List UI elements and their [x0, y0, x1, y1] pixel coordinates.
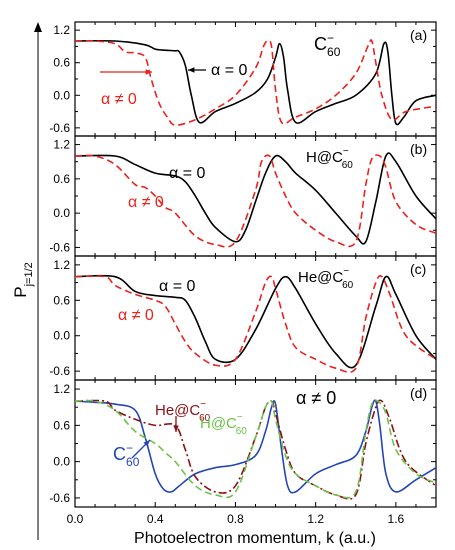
y-axis-label-main: P [11, 286, 30, 297]
x-tick-label: 0.8 [227, 512, 244, 526]
panel-d: 1.20.60.0-0.60.0 0.4 0.8 1.2 1.6(d)α ≠ 0C− 60… [49, 379, 437, 526]
series-line-1 [75, 274, 436, 374]
species-label: C− 60 [314, 31, 341, 59]
curve-annotation: α ≠ 0 [118, 307, 154, 324]
species-label: H@C− 60 [306, 146, 353, 171]
y-tick-label: 1.2 [53, 382, 70, 396]
panel-letter: (c) [410, 261, 426, 277]
series-label: C− 60 [113, 441, 140, 469]
species-label-charge: − [343, 146, 349, 157]
curve-annotation: α = 0 [169, 165, 205, 182]
y-tick-label: 1.2 [53, 138, 70, 152]
y-tick-label: 0.6 [53, 418, 70, 432]
y-tick-label: -0.6 [49, 240, 70, 254]
species-label-base: C [314, 34, 327, 54]
panel-letter: (b) [410, 141, 427, 157]
species-label-base: He@C [298, 269, 343, 286]
curve-annotation: α ≠ 0 [128, 194, 164, 211]
series-label-subscript: 60 [126, 455, 140, 469]
x-tick-label: 1.2 [307, 512, 324, 526]
y-tick-label: -0.6 [49, 491, 70, 505]
panel-a: 1.2 0.6 0.0 -0.6 (a) C− 60 α = 0 α ≠ 0 [49, 21, 437, 137]
series-label-charge: − [126, 441, 133, 455]
y-tick-label: 0.6 [53, 172, 70, 186]
series-line-0 [75, 152, 436, 245]
panel-letter: (a) [410, 27, 427, 43]
x-tick-label: 0.4 [147, 512, 164, 526]
species-label-subscript: 60 [342, 280, 354, 291]
series-label-charge: − [237, 412, 243, 423]
series-line-0 [75, 399, 436, 494]
pointer-arrow-0-head [143, 440, 150, 447]
y-tick-label: 1.2 [53, 23, 70, 37]
y-tick-label: 0.6 [53, 293, 70, 307]
panels: 1.20.60.0-0.6(a)C− 60α = 0α ≠ 01.20.60.0-… [49, 21, 437, 526]
panel-letter: (d) [410, 385, 427, 401]
species-label-charge: − [343, 266, 349, 277]
panel-frame [74, 21, 437, 137]
y-tick-label: 0.0 [53, 88, 70, 102]
y-tick-label: 0.0 [53, 206, 70, 220]
species-label-base: H@C [306, 149, 343, 166]
x-tick-label: 0.0 [67, 512, 84, 526]
y-tick-label: -0.6 [49, 121, 70, 135]
panel-title: α ≠ 0 [296, 388, 336, 408]
series-line-1 [75, 39, 436, 126]
curve-annotation: α ≠ 0 [101, 91, 137, 108]
series-label: H@C− 60 [200, 412, 247, 437]
series-line-1 [75, 154, 436, 248]
curve-annotation: α = 0 [211, 62, 247, 79]
species-label-subscript: 60 [327, 45, 341, 59]
y-tick-label: -0.6 [49, 364, 70, 378]
y-tick-label: 1.2 [53, 258, 70, 272]
y-tick-label: 0.0 [53, 455, 70, 469]
series-label: He@C− 60 [155, 399, 211, 424]
series-label-charge: − [200, 399, 206, 410]
panel-b: 1.2 0.6 0.0 -0.6 (b) H@C− 60 α = 0 α ≠ 0 [49, 135, 437, 257]
y-axis-guide-arrow [34, 22, 42, 32]
series-label-base: H@C [200, 415, 237, 432]
series-label-subscript: 60 [199, 413, 211, 424]
series-line-0 [75, 274, 436, 369]
series-label-base: He@C [155, 402, 200, 419]
y-axis-label-sub: j=1/2 [23, 262, 35, 287]
series-label-subscript: 60 [236, 426, 248, 437]
pointer-arrow-0-head [145, 69, 152, 75]
panel-c: 1.2 0.6 0.0 -0.6 (c) He@C− 60 α = 0 α ≠ 0 [49, 255, 437, 381]
species-label-charge: − [327, 31, 334, 45]
series-line-0 [75, 39, 436, 126]
y-tick-label: 0.0 [53, 329, 70, 343]
pointer-arrow-1-head [188, 67, 195, 73]
species-label: He@C− 60 [298, 266, 354, 291]
series-label-base: C [113, 444, 126, 464]
pointer-arrow-1-head [173, 425, 179, 432]
species-label-subscript: 60 [342, 160, 354, 171]
series-line-2 [75, 399, 436, 499]
curve-annotation: α = 0 [159, 278, 195, 295]
y-tick-label: 0.6 [53, 56, 70, 70]
x-tick-label: 1.6 [388, 512, 405, 526]
y-axis-label: Pj=1/2 [11, 262, 35, 298]
x-axis-label: Photoelectron momentum, k (a.u.) [134, 530, 376, 547]
